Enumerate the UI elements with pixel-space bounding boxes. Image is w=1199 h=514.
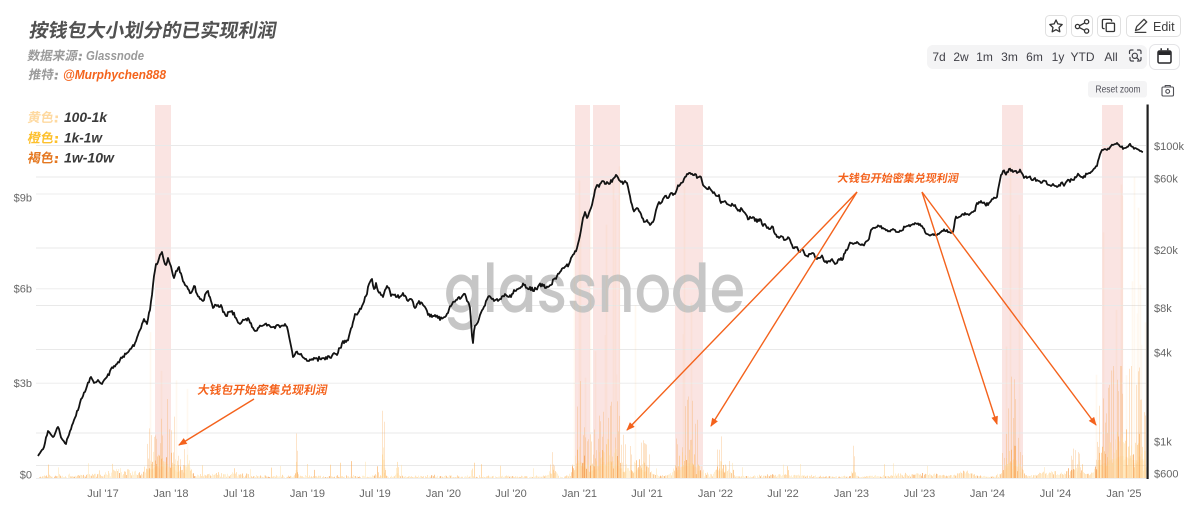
- svg-text:1y: 1y: [1052, 50, 1065, 64]
- svg-text:$9b: $9b: [14, 192, 32, 204]
- svg-text:1k-1w: 1k-1w: [64, 130, 103, 146]
- svg-text:$4k: $4k: [1154, 347, 1172, 359]
- svg-text:$20k: $20k: [1154, 245, 1178, 257]
- svg-text:Jul '17: Jul '17: [87, 488, 118, 500]
- svg-text:Glassnode: Glassnode: [86, 48, 144, 63]
- svg-text:3m: 3m: [1001, 50, 1018, 64]
- svg-text:Jul '22: Jul '22: [767, 488, 798, 500]
- svg-text:Jan '19: Jan '19: [290, 488, 325, 500]
- svg-text:Jan '25: Jan '25: [1106, 488, 1141, 500]
- svg-text:YTD: YTD: [1071, 50, 1095, 64]
- svg-text:$8k: $8k: [1154, 303, 1172, 315]
- svg-text:@Murphychen888: @Murphychen888: [63, 67, 167, 82]
- svg-text:Jul '18: Jul '18: [223, 488, 254, 500]
- svg-text:$60k: $60k: [1154, 173, 1178, 185]
- svg-text:Jan '20: Jan '20: [426, 488, 461, 500]
- svg-text:Jul '20: Jul '20: [495, 488, 526, 500]
- svg-text:$100k: $100k: [1154, 141, 1184, 153]
- svg-text:Jan '21: Jan '21: [562, 488, 597, 500]
- svg-text:Jan '23: Jan '23: [834, 488, 869, 500]
- svg-text:Jul '24: Jul '24: [1040, 488, 1071, 500]
- svg-text:Jul '19: Jul '19: [359, 488, 390, 500]
- svg-text:2w: 2w: [953, 50, 969, 64]
- svg-text:Reset zoom: Reset zoom: [1096, 85, 1141, 96]
- svg-text:1w-10w: 1w-10w: [64, 150, 115, 166]
- svg-text:1m: 1m: [976, 50, 993, 64]
- svg-text:Jan '24: Jan '24: [970, 488, 1005, 500]
- svg-text:$6b: $6b: [14, 284, 32, 296]
- svg-text:6m: 6m: [1026, 50, 1043, 64]
- svg-text:$0: $0: [20, 469, 32, 481]
- svg-text:100-1k: 100-1k: [64, 109, 108, 125]
- svg-text:Edit: Edit: [1153, 20, 1175, 34]
- svg-text:Jul '23: Jul '23: [904, 488, 935, 500]
- svg-text:7d: 7d: [932, 50, 945, 64]
- svg-text:Jan '18: Jan '18: [153, 488, 188, 500]
- svg-text:$600: $600: [1154, 468, 1178, 480]
- svg-text:$3b: $3b: [14, 378, 32, 390]
- svg-text:All: All: [1104, 50, 1117, 64]
- svg-text:$1k: $1k: [1154, 436, 1172, 448]
- svg-text:Jan '22: Jan '22: [698, 488, 733, 500]
- svg-text:Jul '21: Jul '21: [631, 488, 662, 500]
